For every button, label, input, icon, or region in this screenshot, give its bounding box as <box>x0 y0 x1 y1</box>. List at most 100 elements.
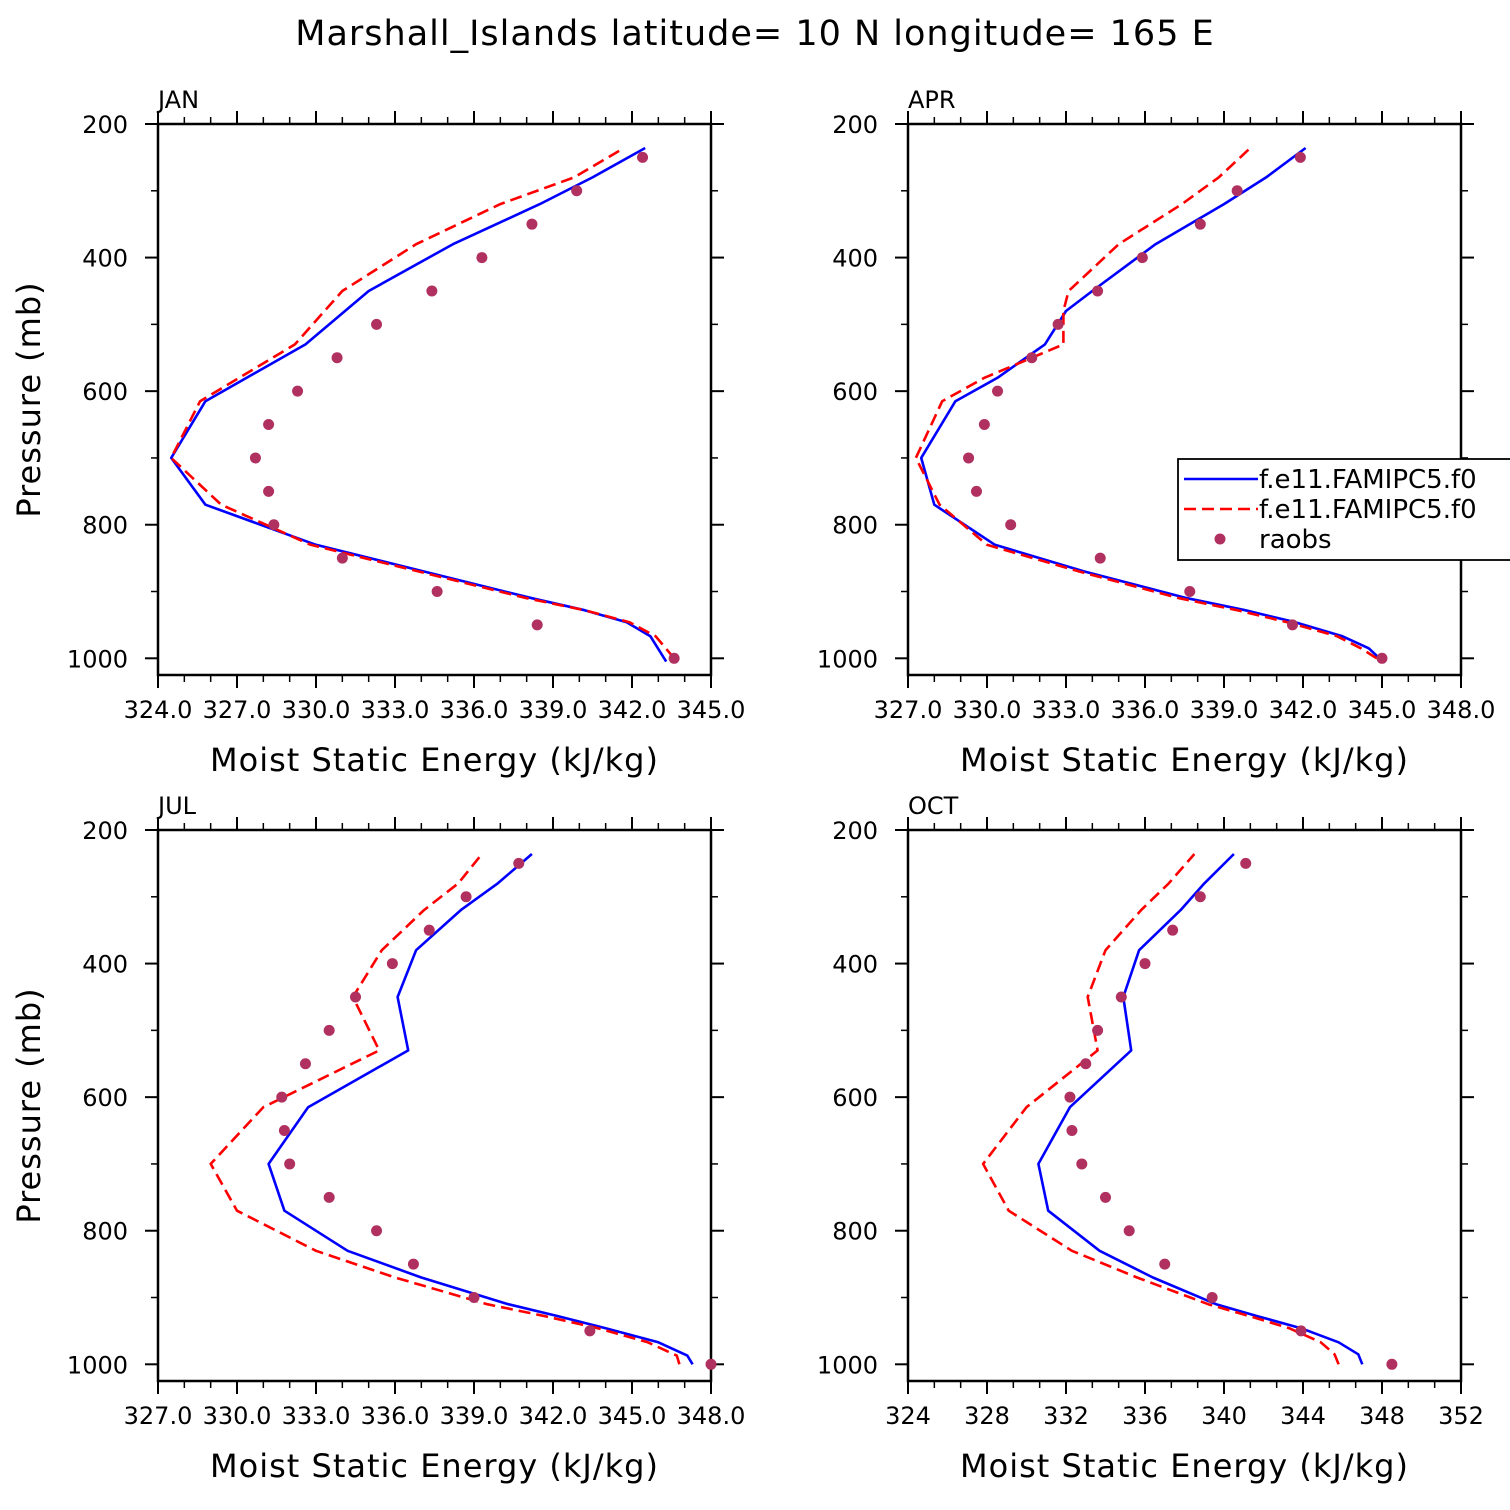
raobs-point <box>1092 1024 1104 1036</box>
legend-label: f.e11.FAMIPC5.f0 <box>1259 495 1477 525</box>
x-axis-title: Moist Static Energy (kJ/kg) <box>960 741 1409 779</box>
raobs-point <box>1194 218 1206 230</box>
panel-label: APR <box>908 86 956 114</box>
raobs-point <box>371 1225 383 1237</box>
x-tick-label: 333.0 <box>282 1402 351 1430</box>
x-tick-label: 345.0 <box>677 696 746 724</box>
x-tick-label: 324 <box>885 1402 931 1430</box>
raobs-points <box>249 151 680 664</box>
y-tick-label: 400 <box>82 951 128 979</box>
legend-marker-raobs <box>1214 533 1226 545</box>
raobs-point <box>1295 1325 1307 1337</box>
y-tick-label: 800 <box>82 1218 128 1246</box>
raobs-point <box>336 552 348 564</box>
raobs-point <box>1294 151 1306 163</box>
x-tick-label: 352 <box>1438 1402 1484 1430</box>
panels-group: JAN 324.0 327.0 330.0 333.0 336.0 339.0 342.0 34… <box>10 86 1495 1485</box>
x-tick-label: 348.0 <box>1427 696 1496 724</box>
y-tick-label: 1000 <box>817 1351 878 1379</box>
raobs-point <box>1064 1091 1076 1103</box>
plot-frame <box>156 828 713 1383</box>
panel-label: OCT <box>908 792 959 820</box>
raobs-point <box>1286 619 1298 631</box>
raobs-point <box>407 1258 419 1270</box>
x-axis-title: Moist Static Energy (kJ/kg) <box>960 1447 1409 1485</box>
x-tick-label: 348.0 <box>677 1402 746 1430</box>
plot-frame <box>906 828 1463 1383</box>
y-tick-label: 800 <box>832 512 878 540</box>
x-tick-label: 342.0 <box>1269 696 1338 724</box>
y-tick-label: 400 <box>82 245 128 273</box>
raobs-point <box>468 1292 480 1304</box>
raobs-point <box>276 1091 288 1103</box>
panel-label: JAN <box>156 86 199 114</box>
x-tick-label: 339.0 <box>519 696 588 724</box>
raobs-point <box>1080 1058 1092 1070</box>
x-tick-label: 336.0 <box>440 696 509 724</box>
raobs-point <box>423 924 435 936</box>
legend-box <box>1177 458 1510 561</box>
raobs-point <box>963 452 975 464</box>
raobs-point <box>249 452 261 464</box>
x-tick-label: 332 <box>1043 1402 1089 1430</box>
raobs-point <box>1184 586 1196 598</box>
raobs-point <box>323 1191 335 1203</box>
raobs-point <box>1052 318 1064 330</box>
legend-label: raobs <box>1259 525 1332 555</box>
x-tick-label: 339.0 <box>440 1402 509 1430</box>
x-axis-title: Moist Static Energy (kJ/kg) <box>210 1447 659 1485</box>
raobs-point <box>1136 252 1148 264</box>
raobs-point <box>1159 1258 1171 1270</box>
y-tick-label: 200 <box>82 817 128 845</box>
panel-jan: JAN 324.0 327.0 330.0 333.0 336.0 339.0 342.0 34… <box>10 86 745 779</box>
y-tick-label: 200 <box>82 111 128 139</box>
raobs-point <box>970 485 982 497</box>
x-tick-label: 327.0 <box>124 1402 193 1430</box>
x-tick-label: 336.0 <box>1111 696 1180 724</box>
x-tick-label: 324.0 <box>124 696 193 724</box>
raobs-point <box>1092 285 1104 297</box>
raobs-point <box>992 385 1004 397</box>
raobs-point <box>1123 1225 1135 1237</box>
raobs-point <box>426 285 438 297</box>
x-tick-label: 330.0 <box>953 696 1022 724</box>
x-tick-label: 336.0 <box>361 1402 430 1430</box>
y-tick-label: 800 <box>832 1218 878 1246</box>
raobs-point <box>323 1024 335 1036</box>
raobs-point <box>278 1125 290 1137</box>
raobs-point <box>705 1358 717 1370</box>
raobs-point <box>268 519 280 531</box>
y-axis-title: Pressure (mb) <box>10 987 48 1223</box>
series-line-solid <box>1037 853 1364 1365</box>
x-tick-label: 328 <box>964 1402 1010 1430</box>
x-tick-label: 344 <box>1280 1402 1326 1430</box>
y-axis-title: Pressure (mb) <box>10 281 48 517</box>
raobs-point <box>1231 185 1243 197</box>
plot-frame <box>906 122 1463 677</box>
raobs-point <box>431 586 443 598</box>
x-tick-label: 342.0 <box>519 1402 588 1430</box>
raobs-point <box>637 151 649 163</box>
raobs-point <box>1094 552 1106 564</box>
raobs-point <box>1206 1292 1218 1304</box>
raobs-point <box>1076 1158 1088 1170</box>
raobs-point <box>1139 958 1151 970</box>
raobs-points <box>1064 857 1398 1370</box>
raobs-point <box>526 218 538 230</box>
x-tick-label: 345.0 <box>598 1402 667 1430</box>
y-tick-label: 600 <box>832 1084 878 1112</box>
series-line-dashed <box>209 853 681 1365</box>
x-tick-label: 327.0 <box>203 696 272 724</box>
x-tick-label: 333.0 <box>361 696 430 724</box>
y-tick-label: 1000 <box>817 645 878 673</box>
raobs-point <box>263 485 275 497</box>
raobs-point <box>476 252 488 264</box>
raobs-points <box>276 857 717 1370</box>
raobs-point <box>1167 924 1179 936</box>
raobs-point <box>978 419 990 431</box>
figure-title: Marshall_Islands latitude= 10 N longitud… <box>295 14 1214 54</box>
x-tick-label: 333.0 <box>1032 696 1101 724</box>
raobs-point <box>1100 1191 1111 1203</box>
raobs-point <box>284 1158 296 1170</box>
